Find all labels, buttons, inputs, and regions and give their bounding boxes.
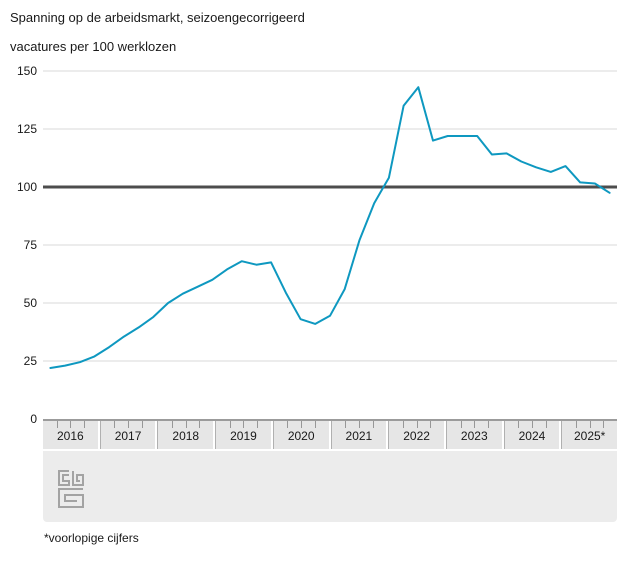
year-label: 2016 [57,428,84,443]
y-tick-label: 150 [16,64,37,78]
quarter-tick [402,421,404,428]
quarter-tick [345,421,347,428]
quarter-tick [56,421,58,428]
x-axis-year-cell: 2018 [157,421,214,449]
quarter-tick [460,421,462,428]
y-tick-label: 100 [16,180,37,194]
x-axis-year-cell: 2019 [215,421,271,449]
x-axis-year-cell: 2020 [272,421,329,449]
x-axis-band: 2016 2017 2018 2019 2020 2021 2022 2023 2024 2025… [43,419,618,449]
x-axis-year-cell: 2021 [330,421,387,449]
chart-title: Spanning op de arbeidsmarkt, seizoengeco… [10,10,305,25]
footnote: *voorlopige cijfers [44,531,139,545]
y-tick-label: 25 [23,354,37,368]
quarter-tick [199,421,201,428]
quarter-tick [603,421,605,428]
y-tick-label: 125 [16,122,37,136]
quarter-tick [229,421,231,428]
quarter-tick [576,421,577,428]
quarter-tick [172,421,174,428]
x-axis-year-cell: 2023 [445,421,502,449]
year-label: 2022 [403,428,430,443]
quarter-tick [518,421,520,428]
quarter-tick [70,421,72,428]
quarter-tick [128,421,130,428]
year-label: 2018 [172,428,200,443]
quarter-tick [185,421,187,428]
x-axis-year-cell: 2016 [43,421,98,449]
year-label: 2023 [460,428,488,443]
quarter-tick [545,421,547,428]
quarter-tick [372,421,374,428]
quarter-tick [287,421,289,428]
year-label: 2019 [230,428,257,443]
quarter-tick [314,421,316,428]
quarter-tick [589,421,591,428]
x-axis-year-cell: 2022 [388,421,444,449]
y-tick-label: 75 [23,238,37,252]
y-tick-label: 50 [23,296,37,310]
year-label: 2020 [287,428,315,443]
cbs-logo [58,470,84,508]
year-label: 2025* [573,428,606,443]
gridlines [43,70,617,362]
quarter-tick [84,421,86,428]
data-line [49,86,611,369]
year-label: 2024 [518,428,546,443]
quarter-tick [474,421,476,428]
x-axis-year-cell: 2025* [561,421,618,449]
x-axis-year-cell: 2024 [503,421,560,449]
quarter-tick [257,421,259,428]
footer-panel [43,451,617,522]
chart-subtitle: vacatures per 100 werklozen [10,39,177,54]
quarter-tick [114,421,116,428]
quarter-tick [243,421,245,428]
quarter-tick [487,421,489,428]
quarter-tick [141,421,143,428]
y-tick-label: 0 [30,412,37,426]
year-label: 2017 [114,428,142,443]
quarter-tick [416,421,418,428]
year-label: 2021 [345,428,373,443]
quarter-tick [301,421,303,428]
quarter-tick [358,421,360,428]
quarter-tick [430,421,432,428]
x-axis-year-cell: 2017 [99,421,156,449]
quarter-tick [531,421,533,428]
